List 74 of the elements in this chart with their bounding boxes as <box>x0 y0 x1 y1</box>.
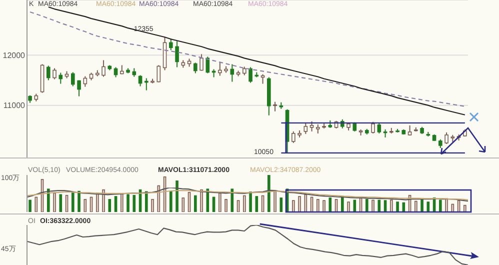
bar <box>65 194 68 212</box>
candlestick <box>230 64 234 82</box>
bar <box>84 199 87 212</box>
candlestick <box>175 40 179 68</box>
candlestick <box>71 72 75 87</box>
bar <box>249 192 252 212</box>
bar <box>274 190 276 212</box>
bar <box>188 192 191 212</box>
bar <box>298 196 301 212</box>
bar <box>372 200 374 212</box>
line-series <box>48 6 466 116</box>
bar <box>316 199 320 212</box>
bar <box>396 202 399 212</box>
candlestick <box>46 65 50 81</box>
candlestick <box>273 101 277 112</box>
bar <box>102 189 105 212</box>
candlestick <box>218 62 222 76</box>
bar <box>292 200 295 212</box>
candlestick <box>304 122 308 134</box>
bar <box>439 200 442 212</box>
candlestick <box>169 38 173 51</box>
candlestick <box>200 54 204 72</box>
bar <box>78 190 80 212</box>
bar <box>126 194 130 212</box>
candlestick <box>371 121 375 134</box>
line-series <box>30 11 466 107</box>
candlestick <box>138 74 142 87</box>
bar <box>176 180 178 212</box>
bar <box>268 175 270 212</box>
bar <box>28 200 32 212</box>
bar <box>414 200 418 212</box>
candlestick <box>114 66 118 78</box>
bar <box>151 199 154 212</box>
candlestick <box>377 122 382 134</box>
candlestick <box>102 60 106 78</box>
candlestick <box>310 120 314 132</box>
bar <box>182 198 185 212</box>
candlestick <box>248 66 252 84</box>
bar <box>194 195 197 212</box>
bar <box>72 192 74 212</box>
bar <box>341 196 344 212</box>
candlestick <box>194 62 198 74</box>
bar <box>218 192 222 212</box>
bar <box>464 204 466 212</box>
bar <box>132 194 136 212</box>
candlestick <box>408 124 412 136</box>
bar <box>236 200 240 212</box>
bar <box>366 199 368 212</box>
bar <box>390 200 393 212</box>
bar <box>59 194 62 212</box>
bar <box>96 192 99 212</box>
candlestick <box>292 130 296 144</box>
bar <box>108 199 112 212</box>
candlestick <box>144 78 148 91</box>
candlestick <box>52 68 56 80</box>
bar <box>261 195 264 212</box>
bar <box>200 189 203 212</box>
bar <box>347 202 350 212</box>
bar <box>243 195 246 212</box>
bar <box>120 193 124 212</box>
y-tick-label: 12000 <box>2 51 26 60</box>
bar <box>170 191 172 212</box>
y-tick-label: 11000 <box>3 101 26 110</box>
bar <box>280 198 283 212</box>
candlestick <box>156 64 161 83</box>
candlestick <box>444 132 448 144</box>
bar <box>224 199 228 212</box>
bar <box>114 196 118 212</box>
candlestick <box>83 76 88 88</box>
bar <box>322 200 326 212</box>
bar <box>145 191 148 212</box>
candlestick <box>316 124 320 134</box>
bar <box>53 192 56 212</box>
candlestick <box>77 80 81 97</box>
